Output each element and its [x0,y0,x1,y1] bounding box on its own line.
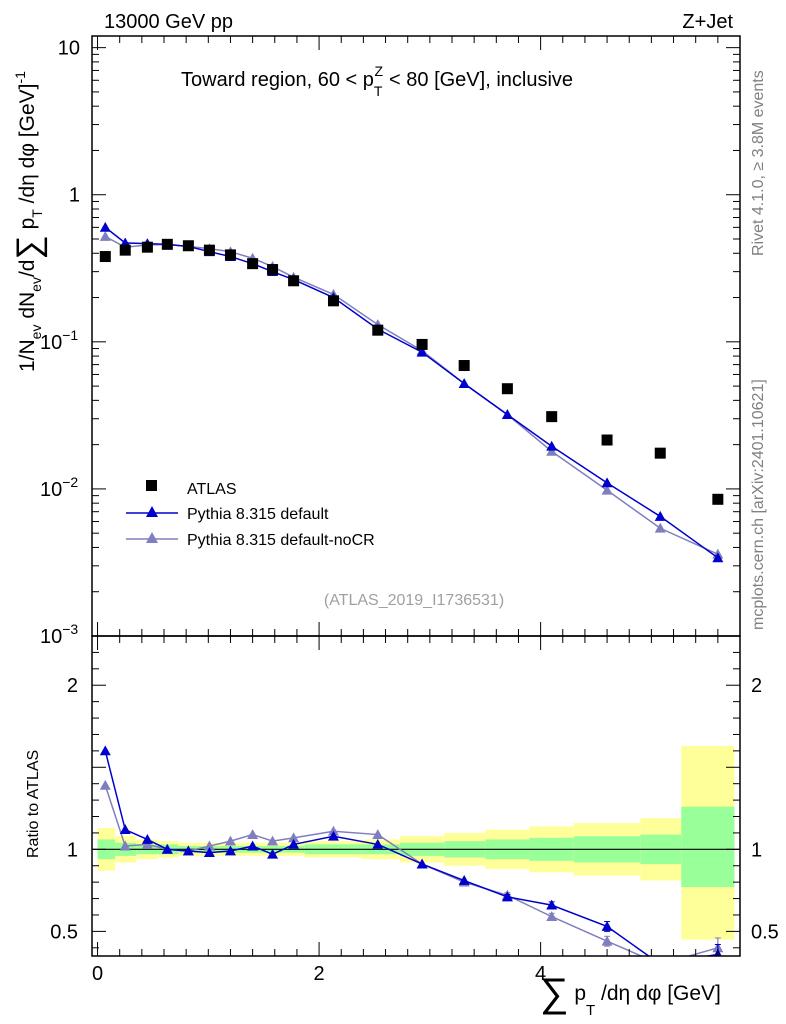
header-right: Z+Jet [682,11,733,33]
ratio-point-triangle [267,848,279,859]
mcplots-label: mcplots.cern.ch [arXiv:2401.10621] [750,379,767,630]
data-point-square [161,238,173,250]
data-point-square [654,447,666,459]
ratio-y-tick-label-right: 2 [751,675,762,697]
main-y-tick-label: 10−1 [40,327,78,354]
ratio-point-triangle [288,838,300,849]
ratio-point-triangle [288,832,300,843]
data-point-triangle [416,346,428,357]
data-point-triangle [712,552,724,563]
main-y-tick-label: 10−2 [40,474,78,501]
data-point-square [224,249,236,261]
ratio-plot-frame [91,635,741,957]
ratio-point-triangle [141,833,153,844]
data-point-triangle [546,445,558,456]
legend-marker-atlas [146,480,157,491]
data-point-square [99,251,111,263]
ratio-y-tick-label-left: 2 [67,675,78,697]
data-point-square [458,360,470,372]
legend-label-atlas: ATLAS [187,481,237,498]
data-point-square [267,264,279,276]
ratio-point-triangle [267,835,279,846]
legend-label-nocr: Pythia 8.315 default-noCR [187,532,375,549]
data-point-square [288,275,300,287]
ratio-point-triangle [119,824,131,835]
ratio-point-triangle [546,911,558,922]
ratio-point-triangle [655,959,666,969]
ratio-point-triangle [601,920,613,931]
plot-title: Toward region, 60 < pTZ < 80 [GeV], inclu… [181,63,573,99]
x-axis-label: ∑ pT /dη dφ [GeV] [540,971,721,1019]
data-point-square [712,493,724,505]
data-point-triangle [99,221,111,232]
legend-label-default: Pythia 8.315 default [187,506,329,523]
legend: ATLAS Pythia 8.315 default Pythia 8.315 … [126,480,375,549]
ratio-point-triangle [247,829,259,839]
rivet-label: Rivet 4.1.0, ≥ 3.8M events [750,70,767,256]
ratio-y-tick-label-right: 1 [751,839,762,861]
data-point-triangle [601,484,613,495]
data-point-triangle [458,378,470,388]
ratio-point-triangle [372,838,384,849]
x-tick-label: 0 [92,963,103,985]
data-point-triangle [99,231,111,241]
legend-marker-default [146,506,158,517]
ratio-point-triangle [99,779,111,790]
data-point-square [203,244,215,256]
data-point-square [501,383,513,395]
ratio-point-triangle [119,840,131,851]
x-tick-label: 2 [314,963,325,985]
ratio-point-triangle [99,745,111,756]
main-y-ticks: 10 1 10−1 10−2 10−3 [40,38,740,648]
main-y-tick-label: 10−3 [40,621,78,648]
ratio-y-tick-label-right: 0.5 [751,921,779,943]
data-point-square [416,338,428,350]
ratio-y-tick-label-left: 1 [67,839,78,861]
data-point-triangle [501,409,513,420]
ratio-point-triangle [161,843,173,854]
legend-marker-nocr [146,532,158,543]
data-point-square [182,240,194,252]
ratio-point-triangle [546,899,558,910]
main-y-tick-label: 1 [69,185,80,207]
ratio-ticks: 0 2 4 2 2 1 1 0.5 0.5 [50,36,779,985]
ratio-point-triangle [182,845,194,856]
ratio-point-triangle [224,845,236,856]
data-point-square [141,241,153,253]
data-point-square [119,244,131,256]
data-point-triangle [601,477,613,488]
ratio-point-triangle [203,840,215,851]
data-point-triangle [546,440,558,451]
data-point-triangle [654,522,666,533]
ratio-point-triangle [224,835,236,846]
ratio-y-tick-label-left: 0.5 [50,921,78,943]
main-plot-marks [99,221,724,563]
ratio-y-axis-label: Ratio to ATLAS [25,750,42,858]
ratio-point-triangle [327,830,339,841]
data-point-square [327,295,339,307]
ratio-point-triangle [601,935,613,946]
main-y-axis-label: 1/Nev dNev/d∑ pT /dη dφ [GeV]-1 [10,71,48,372]
data-point-square [601,434,613,446]
x-tick-label: 4 [535,963,546,985]
data-point-square [247,258,259,270]
main-y-tick-label: 10 [58,38,80,60]
ratio-point-triangle [203,847,215,858]
uncertainty-bands [92,745,740,940]
stat-band [681,806,735,888]
ratio-point-triangle [372,829,384,839]
data-point-square [372,324,384,336]
ratio-point-triangle [458,875,470,885]
ratio-point-triangle [247,840,259,851]
data-point-triangle [654,510,666,521]
ratio-point-triangle [655,959,666,969]
header-left: 13000 GeV pp [104,11,233,33]
ratio-plot-marks [99,745,724,969]
analysis-watermark: (ATLAS_2019_I1736531) [324,592,504,609]
data-point-square [546,411,558,423]
ratio-point-triangle [501,891,513,902]
ratio-point-triangle [416,858,428,869]
